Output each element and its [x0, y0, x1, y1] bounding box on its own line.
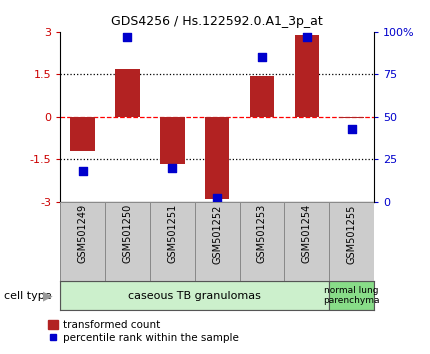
Point	[348, 126, 355, 132]
Title: GDS4256 / Hs.122592.0.A1_3p_at: GDS4256 / Hs.122592.0.A1_3p_at	[111, 15, 323, 28]
Text: GSM501251: GSM501251	[167, 204, 177, 263]
Bar	[105, 202, 150, 281]
Text: GSM501254: GSM501254	[302, 204, 312, 263]
Text: GSM501253: GSM501253	[257, 204, 267, 263]
Text: ▶: ▶	[43, 289, 52, 302]
Bar	[250, 76, 274, 117]
Point	[79, 169, 86, 174]
Text: GSM501250: GSM501250	[123, 204, 132, 263]
Bar	[205, 117, 230, 199]
Bar	[284, 202, 329, 281]
Text: GSM501255: GSM501255	[347, 204, 356, 263]
Bar	[240, 202, 284, 281]
Text: caseous TB granulomas: caseous TB granulomas	[128, 291, 261, 301]
Bar	[160, 117, 184, 164]
Bar	[60, 281, 329, 310]
Point	[258, 55, 265, 60]
Bar	[115, 69, 140, 117]
Text: GSM501252: GSM501252	[212, 204, 222, 263]
Point	[214, 195, 221, 201]
Point	[124, 34, 131, 40]
Text: cell type: cell type	[4, 291, 52, 301]
Bar	[329, 202, 374, 281]
Text: GSM501249: GSM501249	[78, 204, 88, 263]
Bar	[195, 202, 240, 281]
Bar	[295, 35, 319, 117]
Bar	[339, 117, 364, 118]
Bar	[60, 202, 105, 281]
Bar	[329, 281, 374, 310]
Point	[169, 165, 176, 171]
Legend: transformed count, percentile rank within the sample: transformed count, percentile rank withi…	[48, 320, 239, 343]
Bar	[150, 202, 195, 281]
Text: normal lung
parenchyma: normal lung parenchyma	[323, 286, 380, 305]
Point	[304, 34, 310, 40]
Bar	[70, 117, 95, 151]
